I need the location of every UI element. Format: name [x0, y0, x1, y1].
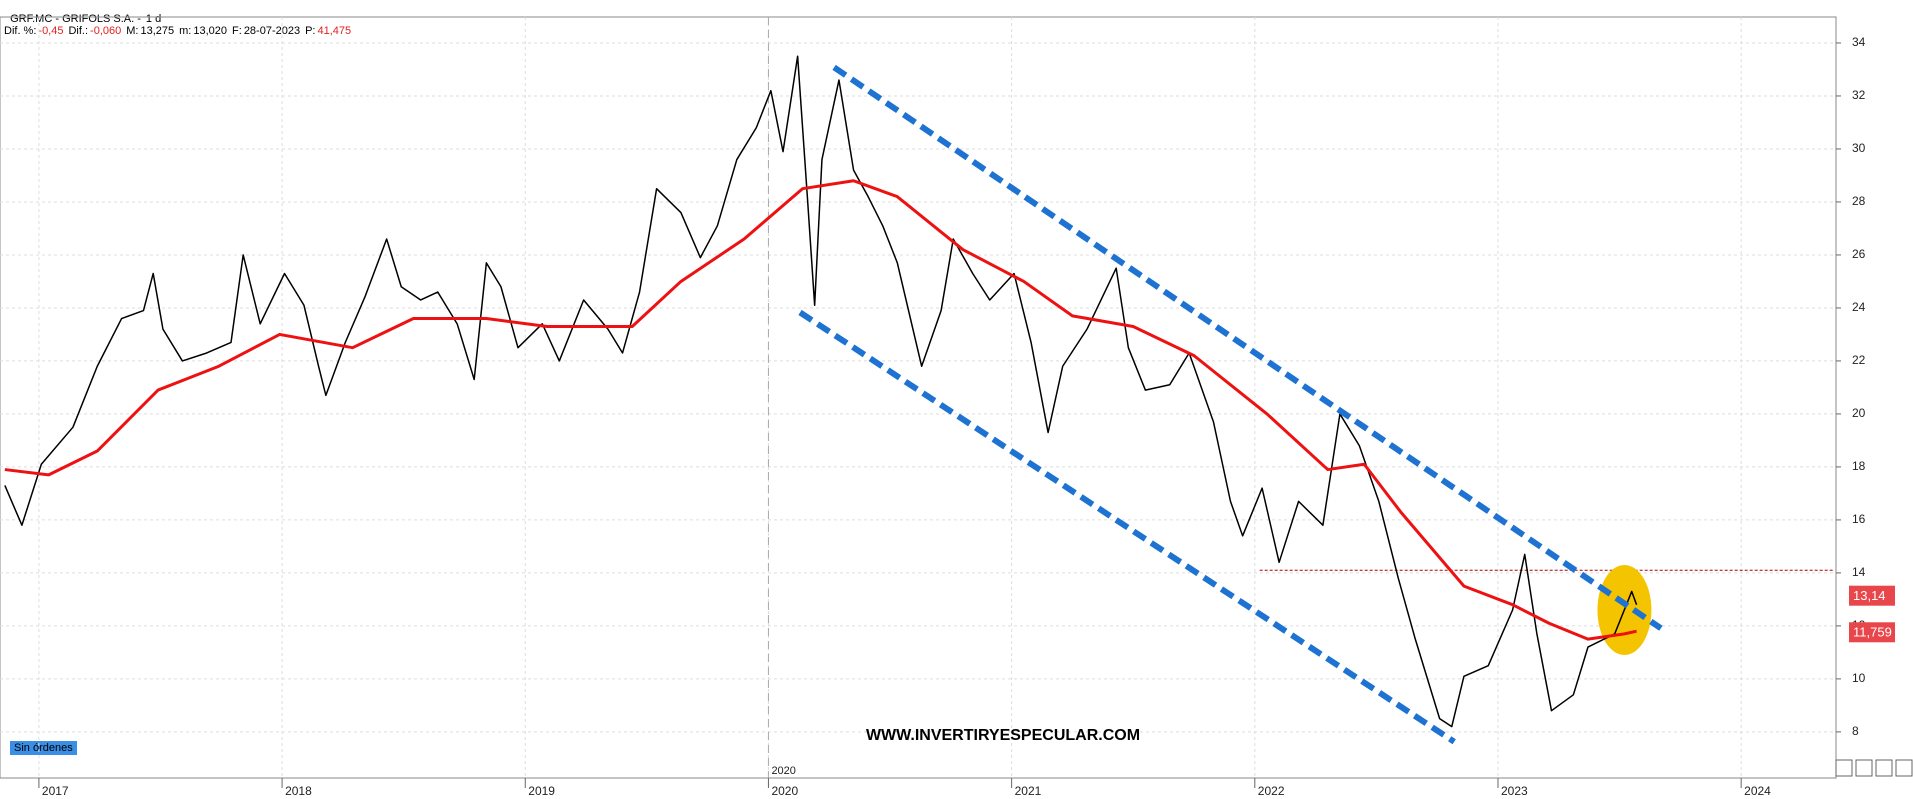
x-tick-label: 2023 — [1501, 784, 1528, 798]
watermark: WWW.INVERTIRYESPECULAR.COM — [866, 727, 1140, 744]
symbol: GRF.MC - GRIFOLS S.A. - — [10, 13, 141, 25]
y-tick-label: 22 — [1852, 353, 1866, 367]
button[interactable] — [1875, 759, 1893, 777]
y-tick-label: 28 — [1852, 194, 1866, 208]
header-value: 41,475 — [317, 25, 352, 37]
price-tag — [1849, 622, 1895, 643]
y-tick-label: 18 — [1852, 459, 1866, 473]
x-tick-label: 2017 — [42, 784, 69, 798]
x-tick-label: 2020 — [771, 784, 798, 798]
y-tick-label: 10 — [1852, 671, 1866, 685]
y-tick-label: 34 — [1852, 35, 1866, 49]
trend-line — [798, 309, 1456, 745]
header-value: 28-07-2023 — [243, 25, 301, 37]
price-line — [4, 55, 1638, 728]
header-value: 13,020 — [193, 25, 228, 37]
price-tag — [1849, 585, 1895, 606]
header-label: m: — [179, 25, 192, 37]
header: GRF.MC - GRIFOLS S.A. - 1 d Dif. %: -0,45 D… — [4, 1, 356, 37]
period: 1 d — [145, 13, 162, 25]
button[interactable] — [1835, 759, 1853, 777]
price-tag-label: 11,759 — [1853, 625, 1892, 640]
price-tag-label: 13,14 — [1853, 588, 1886, 603]
orders-badge: Sin órdenes — [10, 741, 77, 755]
header-value: 13,275 — [140, 25, 175, 37]
y-tick-label: 14 — [1852, 565, 1866, 579]
header-label: P: — [305, 25, 316, 37]
header-label: M: — [126, 25, 139, 37]
y-tick-label: 32 — [1852, 88, 1866, 102]
button[interactable] — [1895, 759, 1913, 777]
plot-frame — [0, 16, 1837, 779]
x-tick-label: 2021 — [1015, 784, 1042, 798]
x-tick-label: 2022 — [1258, 784, 1285, 798]
y-tick-label: 26 — [1852, 247, 1866, 261]
y-tick-label: 30 — [1852, 141, 1866, 155]
y-tick-label: 24 — [1852, 300, 1866, 314]
header-label: Dif.: — [68, 25, 89, 37]
x-tick-label: 2024 — [1744, 784, 1771, 798]
divider-label: 2020 — [771, 765, 795, 777]
y-tick-label: 20 — [1852, 406, 1866, 420]
moving-average — [4, 179, 1637, 641]
y-tick-label: 8 — [1852, 724, 1859, 738]
y-tick-label: 16 — [1852, 512, 1866, 526]
header-label: Dif. %: — [4, 25, 37, 37]
x-tick-label: 2018 — [285, 784, 312, 798]
x-tick-label: 2019 — [528, 784, 555, 798]
header-value: -0,060 — [90, 25, 122, 37]
trend-line — [832, 64, 1663, 631]
button[interactable] — [1855, 759, 1873, 777]
header-value: -0,45 — [38, 25, 64, 37]
header-label: F: — [232, 25, 242, 37]
